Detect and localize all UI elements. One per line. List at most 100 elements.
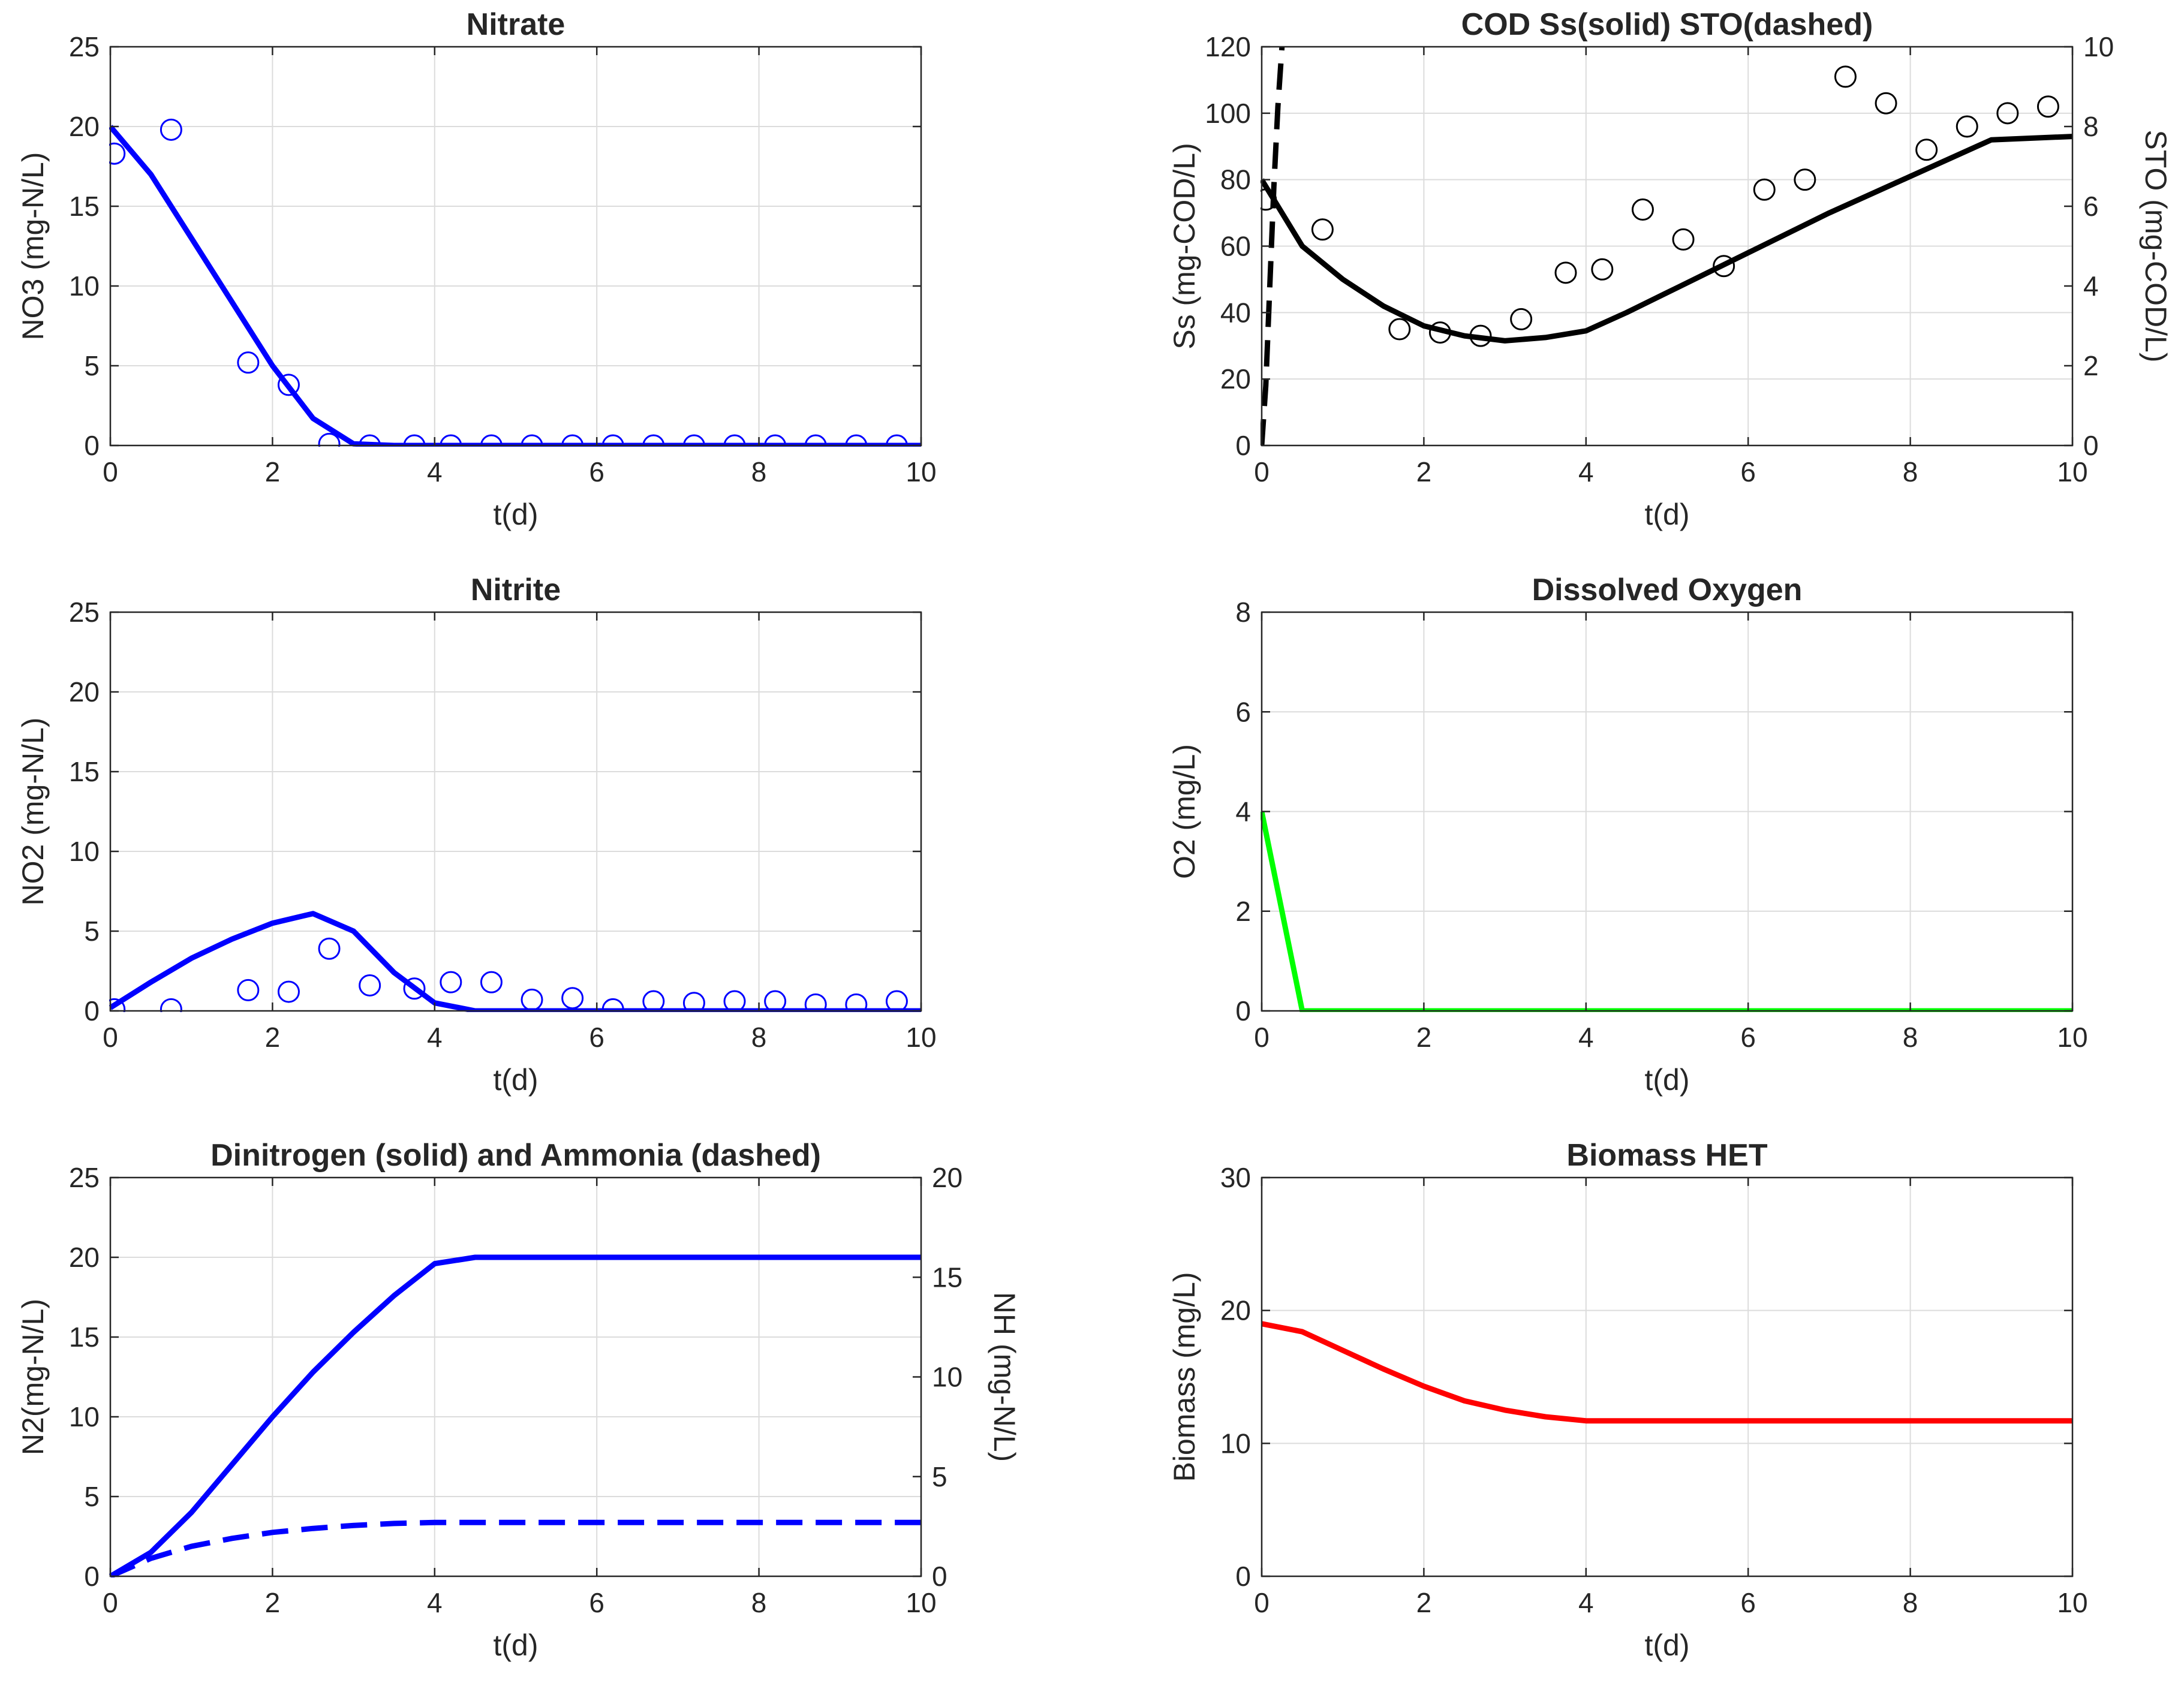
data-point-ss-measured — [1591, 258, 1614, 281]
y-tick-label: 40 — [1220, 297, 1251, 328]
y-tick-label: 15 — [69, 1321, 100, 1353]
y-tick-label: 20 — [69, 111, 100, 142]
data-point-no2-measured — [109, 998, 126, 1012]
chart-panel-4: 0 2 4 6 8 10 0 2 4 6 8 Dissolved Oxygen t(d) O2 (mg/L… — [1168, 573, 2088, 1097]
series-group — [1261, 1321, 2072, 1424]
chart-title: Nitrate — [467, 7, 565, 42]
chart-panel-1: 0 2 4 6 8 10 0 5 10 15 20 25 Nitrate t(d) NO3 (mg-N/L) — [16, 7, 937, 531]
y-tick-label: 15 — [69, 191, 100, 222]
plot-area — [110, 1178, 921, 1576]
y-tick-label: 100 — [1205, 98, 1251, 129]
y-tick-label: 5 — [84, 916, 100, 947]
y-right-tick-label: 5 — [932, 1461, 947, 1492]
x-tick-label: 0 — [1254, 1587, 1270, 1618]
y-tick-label: 20 — [1220, 363, 1251, 395]
y-right-axis-label: NH (mg-N/L) — [988, 1292, 1021, 1462]
x-tick-label: 0 — [1254, 456, 1270, 487]
data-point-ss-measured — [1672, 228, 1695, 251]
y-axis-label: NO3 (mg-N/L) — [16, 152, 50, 341]
plot-area — [1262, 1178, 2072, 1576]
data-point-no2-measured — [804, 993, 827, 1012]
y-right-tick-label: 0 — [2083, 430, 2099, 461]
x-tick-label: 0 — [103, 1022, 118, 1053]
y-right-tick-label: 20 — [932, 1162, 962, 1193]
y-right-tick-label: 6 — [2083, 191, 2099, 222]
plot-area — [110, 47, 921, 445]
chart-panel-6: 0 2 4 6 8 10 0 10 20 30 Biomass HET t(d) Biomass (mg… — [1168, 1138, 2088, 1662]
data-point-no2-measured — [845, 993, 868, 1012]
data-point-ss-measured — [1713, 255, 1735, 278]
series-line-sto-model — [1261, 46, 1285, 446]
x-tick-label: 8 — [1903, 1022, 1918, 1053]
axes-box — [1261, 1176, 2074, 1577]
y-right-tick-label: 4 — [2083, 270, 2099, 302]
chart-title: COD Ss(solid) STO(dashed) — [1461, 7, 1873, 42]
axes-box — [109, 611, 922, 1012]
plot-area — [110, 612, 921, 1011]
data-point-ss-measured — [1834, 65, 1857, 88]
x-tick-label: 10 — [2057, 456, 2087, 487]
chart-panel-3: 0 2 4 6 8 10 0 5 10 15 20 25 Nitrite t(d) NO2 (mg-N/L) — [16, 573, 937, 1097]
y-tick-label: 60 — [1220, 231, 1251, 262]
data-point-no2-measured — [601, 998, 624, 1012]
y-tick-label: 0 — [84, 430, 100, 461]
x-tick-label: 6 — [589, 1587, 604, 1618]
data-point-no2-measured — [403, 977, 426, 1000]
y-tick-label: 15 — [69, 756, 100, 787]
y-right-tick-label: 8 — [2083, 111, 2099, 142]
data-point-no3-measured — [318, 432, 341, 447]
y-axis-label: Ss (mg-COD/L) — [1168, 143, 1201, 349]
y-tick-label: 20 — [69, 1242, 100, 1273]
x-tick-label: 10 — [2057, 1022, 2087, 1053]
y-tick-label: 80 — [1220, 164, 1251, 195]
y-tick-label: 25 — [69, 597, 100, 628]
x-tick-label: 4 — [1578, 1587, 1594, 1618]
x-tick-label: 2 — [1416, 1022, 1432, 1053]
chart-title: Dissolved Oxygen — [1532, 573, 1803, 607]
y-right-tick-label: 10 — [932, 1362, 962, 1393]
x-tick-label: 2 — [265, 1587, 281, 1618]
x-axis-label: t(d) — [494, 1628, 539, 1662]
data-point-ss-measured — [1428, 321, 1451, 344]
x-tick-label: 10 — [906, 456, 936, 487]
x-tick-label: 4 — [427, 456, 443, 487]
data-point-ss-measured — [1956, 115, 1978, 138]
x-axis-label: t(d) — [1645, 1063, 1690, 1097]
y-axis-label: O2 (mg/L) — [1168, 744, 1201, 879]
y-axis-label: NO2 (mg-N/L) — [16, 718, 50, 906]
y-tick-label: 20 — [69, 676, 100, 707]
chart-title: Dinitrogen (solid) and Ammonia (dashed) — [210, 1138, 821, 1173]
data-point-no2-measured — [359, 974, 381, 996]
data-point-ss-measured — [1510, 308, 1533, 330]
data-point-ss-measured — [2036, 95, 2059, 118]
data-point-no2-measured — [561, 987, 584, 1010]
data-point-ss-measured — [1469, 324, 1492, 347]
data-point-ss-measured — [1794, 168, 1816, 191]
x-tick-label: 6 — [589, 1022, 604, 1053]
y-tick-label: 0 — [1235, 430, 1251, 461]
y-tick-label: 20 — [1220, 1295, 1251, 1326]
x-tick-label: 0 — [1254, 1022, 1270, 1053]
data-point-ss-measured — [1554, 261, 1577, 284]
series-line-biomass-model — [1261, 1321, 2072, 1424]
series-line-ss-model — [1261, 134, 2073, 344]
data-point-no3-measured — [109, 142, 126, 165]
series-group — [1261, 46, 2073, 446]
x-tick-label: 10 — [906, 1022, 936, 1053]
data-point-no2-measured — [440, 971, 462, 993]
y-tick-label: 0 — [84, 995, 100, 1026]
x-tick-label: 6 — [589, 456, 604, 487]
x-tick-label: 0 — [103, 456, 118, 487]
series-line-nh-model — [109, 1519, 921, 1577]
x-tick-label: 6 — [1740, 456, 1756, 487]
data-point-no2-measured — [318, 937, 341, 960]
y-right-tick-label: 0 — [932, 1561, 947, 1592]
data-point-ss-measured — [1753, 178, 1776, 201]
x-tick-label: 2 — [265, 456, 281, 487]
axes-box — [109, 46, 922, 447]
y-axis-label: Biomass (mg/L) — [1168, 1272, 1201, 1482]
y-right-tick-label: 15 — [932, 1262, 962, 1293]
y-tick-label: 10 — [69, 1401, 100, 1432]
